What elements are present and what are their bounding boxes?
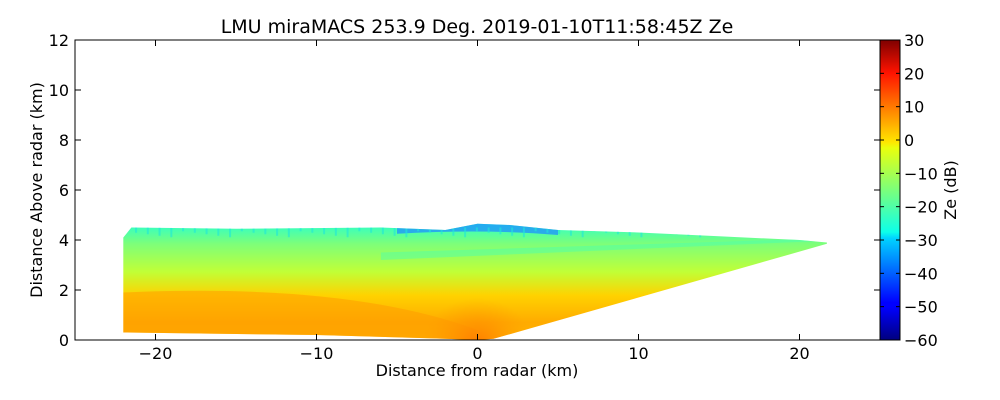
colorbar-tick-label: −60 <box>904 331 938 350</box>
colorbar-tick-label: 0 <box>904 131 914 150</box>
ray-stripe <box>522 227 525 238</box>
y-tick-label: 0 <box>59 331 69 350</box>
x-tick-label: 20 <box>789 344 809 363</box>
x-axis-title: Distance from radar (km) <box>376 361 579 380</box>
chart-title: LMU miraMACS 253.9 Deg. 2019-01-10T11:58… <box>221 16 734 38</box>
ray-stripe <box>370 227 373 233</box>
y-axis: 0 2 4 6 8 10 12 <box>49 31 880 350</box>
ray-stripe <box>440 227 443 235</box>
colorbar-tick-label: −40 <box>904 264 938 283</box>
y-axis-title: Distance Above radar (km) <box>27 82 46 298</box>
ray-stripe <box>534 227 537 232</box>
ray-stripe <box>558 227 561 235</box>
ray-stripe <box>287 227 290 238</box>
ray-stripe <box>452 227 455 236</box>
colorbar-tick-label: 20 <box>904 64 924 83</box>
ray-stripe <box>276 227 279 236</box>
ray-stripe <box>135 227 138 233</box>
x-tick-label: −20 <box>139 344 173 363</box>
colorbar-label: Ze (dB) <box>941 160 960 220</box>
y-tick-label: 6 <box>59 181 69 200</box>
ray-stripe <box>417 227 420 232</box>
ray-stripe <box>170 227 173 238</box>
y-tick-label: 12 <box>49 31 69 50</box>
x-tick-label: 10 <box>628 344 648 363</box>
ray-stripe <box>546 227 549 233</box>
ray-stripe <box>358 227 361 232</box>
y-tick-label: 8 <box>59 131 69 150</box>
x-tick-label: 0 <box>472 344 482 363</box>
ray-stripe <box>393 227 396 236</box>
ray-stripe <box>240 227 243 232</box>
ray-stripe <box>581 227 584 238</box>
y-tick-label: 4 <box>59 231 69 250</box>
ray-stripe <box>205 227 208 235</box>
ray-stripe <box>334 227 337 236</box>
ray-stripe <box>487 227 490 233</box>
ray-stripe <box>264 227 267 235</box>
y-tick-label: 2 <box>59 281 69 300</box>
colorbar-tick-label: −20 <box>904 198 938 217</box>
ray-stripe <box>511 227 514 236</box>
ray-stripe <box>464 227 467 238</box>
ray-stripe <box>217 227 220 236</box>
reflectivity-max <box>422 280 533 340</box>
colorbar-tick-label: 10 <box>904 98 924 117</box>
ray-stripe <box>146 227 149 235</box>
y-tick-label: 10 <box>49 81 69 100</box>
ray-stripe <box>405 227 408 238</box>
ray-stripe <box>428 227 431 233</box>
ray-stripe <box>158 227 161 236</box>
colorbar-tick-label: −10 <box>904 164 938 183</box>
ray-stripe <box>252 227 255 233</box>
ray-stripe <box>311 227 314 233</box>
ray-stripe <box>346 227 349 238</box>
strong-echo-band <box>123 290 478 340</box>
ray-stripe <box>182 227 185 232</box>
plot-area <box>74 39 881 341</box>
colorbar-ticks: −60 −50 −40 −30 −20 −10 0 10 20 30 <box>880 31 938 350</box>
ray-stripe <box>193 227 196 233</box>
ray-stripe <box>499 227 502 235</box>
x-tick-label: −10 <box>300 344 334 363</box>
ray-stripe <box>381 227 384 235</box>
x-axis: −20 −10 0 10 20 <box>139 40 810 363</box>
ray-stripe <box>569 227 572 236</box>
colorbar-tick-label: −50 <box>904 298 938 317</box>
colorbar-tick-label: −30 <box>904 231 938 250</box>
ray-stripe <box>229 227 232 238</box>
ray-stripe <box>323 227 326 235</box>
weak-echo-band <box>380 238 816 260</box>
colorbar-tick-label: 30 <box>904 31 924 50</box>
ray-stripe <box>299 227 302 232</box>
colorbar-gradient <box>879 39 901 341</box>
colorbar: −60 −50 −40 −30 −20 −10 0 10 20 30 Ze (dB) <box>879 31 960 350</box>
ray-stripe <box>475 227 478 232</box>
